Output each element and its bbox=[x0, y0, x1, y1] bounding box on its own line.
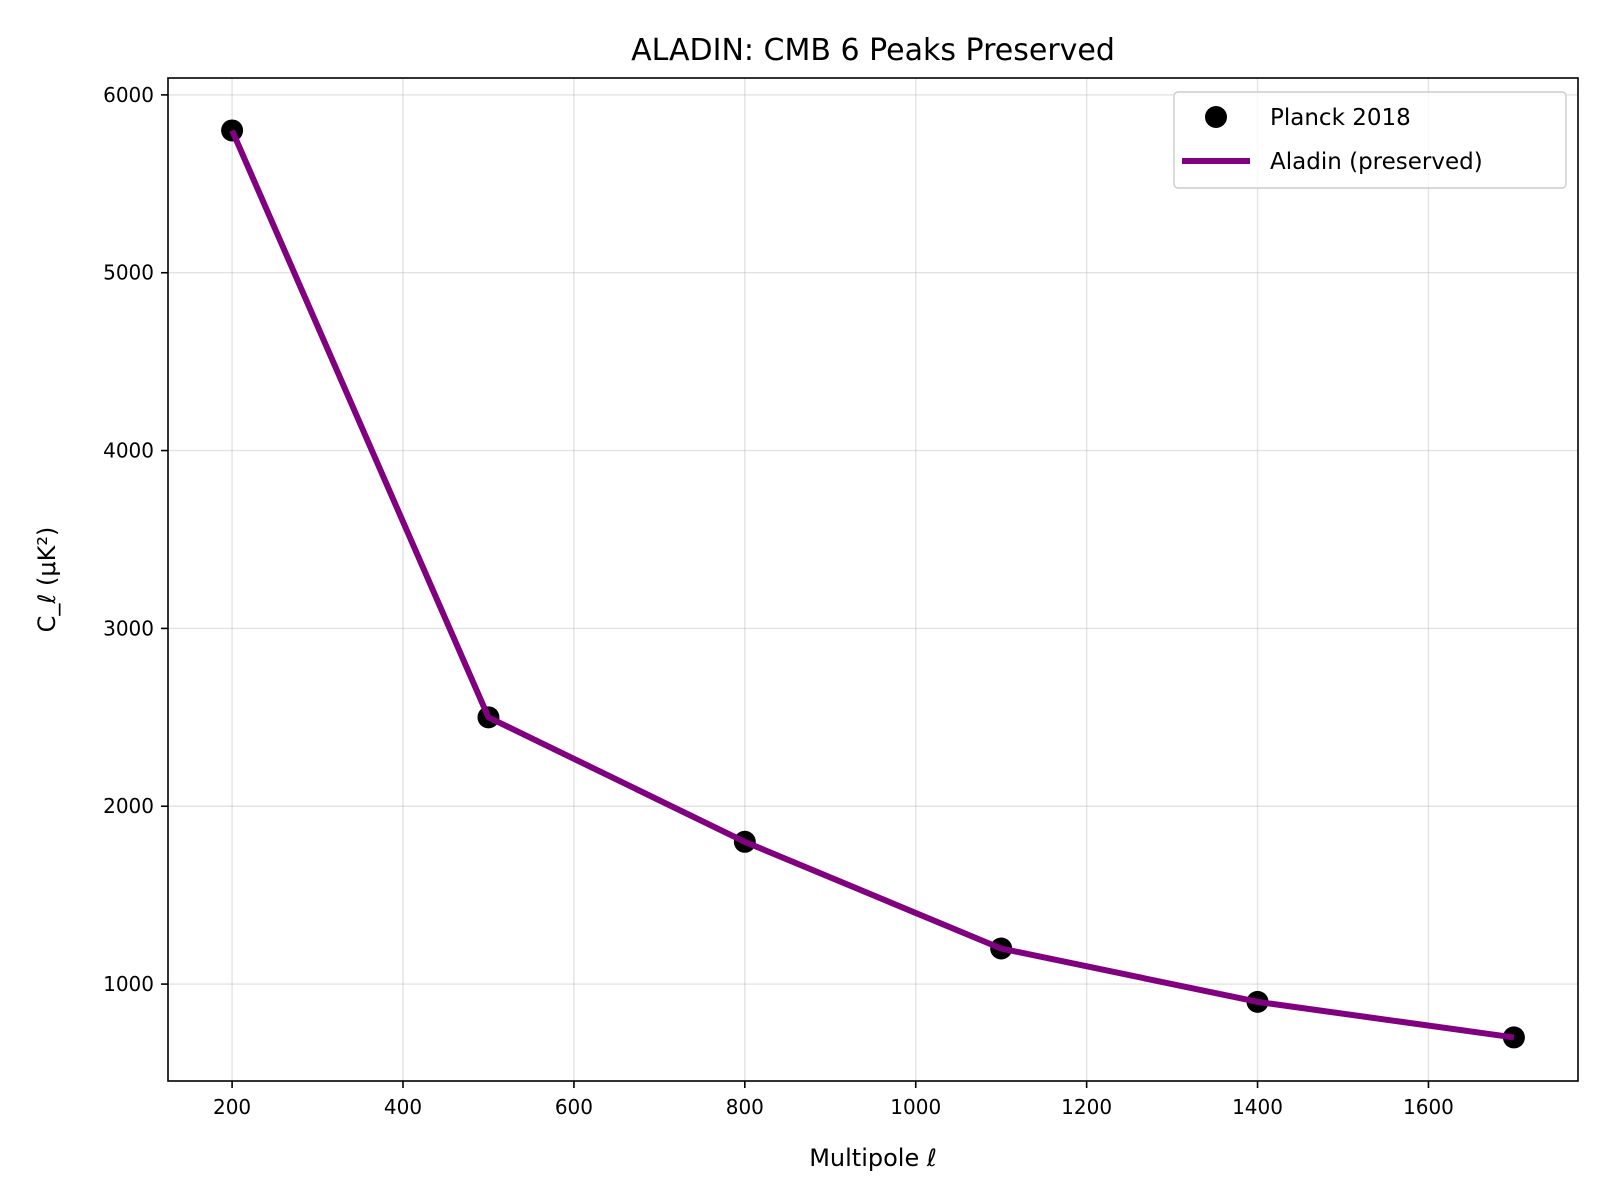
x-tick-label: 1400 bbox=[1232, 1095, 1283, 1119]
chart-title: ALADIN: CMB 6 Peaks Preserved bbox=[631, 33, 1115, 68]
y-tick-label: 3000 bbox=[103, 616, 154, 640]
x-tick-label: 1200 bbox=[1061, 1095, 1112, 1119]
axes: 200 400 600 800 1000 1200 1400 1600 1000 2000 3000… bbox=[103, 83, 1454, 1119]
y-tick-label: 2000 bbox=[103, 794, 154, 818]
legend-label: Planck 2018 bbox=[1270, 105, 1411, 131]
grid bbox=[168, 78, 1578, 1081]
x-tick-label: 1000 bbox=[890, 1095, 941, 1119]
x-tick-label: 200 bbox=[213, 1095, 251, 1119]
legend-box bbox=[1173, 91, 1567, 189]
x-tick-label: 400 bbox=[384, 1095, 422, 1119]
y-tick-label: 6000 bbox=[103, 83, 154, 107]
x-tick-label: 1600 bbox=[1403, 1095, 1454, 1119]
series-line bbox=[229, 129, 1515, 1041]
y-tick-label: 5000 bbox=[103, 261, 154, 285]
y-tick-label: 1000 bbox=[103, 972, 154, 996]
y-tick-label: 4000 bbox=[103, 439, 154, 463]
legend: Planck 2018 Aladin (preserved) bbox=[1173, 91, 1567, 189]
legend-marker bbox=[1205, 106, 1227, 128]
plot-data bbox=[221, 119, 1525, 1049]
x-tick-label: 600 bbox=[555, 1095, 593, 1119]
legend-label: Aladin (preserved) bbox=[1270, 149, 1483, 175]
x-tick-label: 800 bbox=[726, 1095, 764, 1119]
y-axis-label: C_ℓ (μK²) bbox=[33, 527, 61, 633]
plot-area-frame bbox=[167, 77, 1579, 1082]
x-axis-label: Multipole ℓ bbox=[809, 1144, 937, 1172]
